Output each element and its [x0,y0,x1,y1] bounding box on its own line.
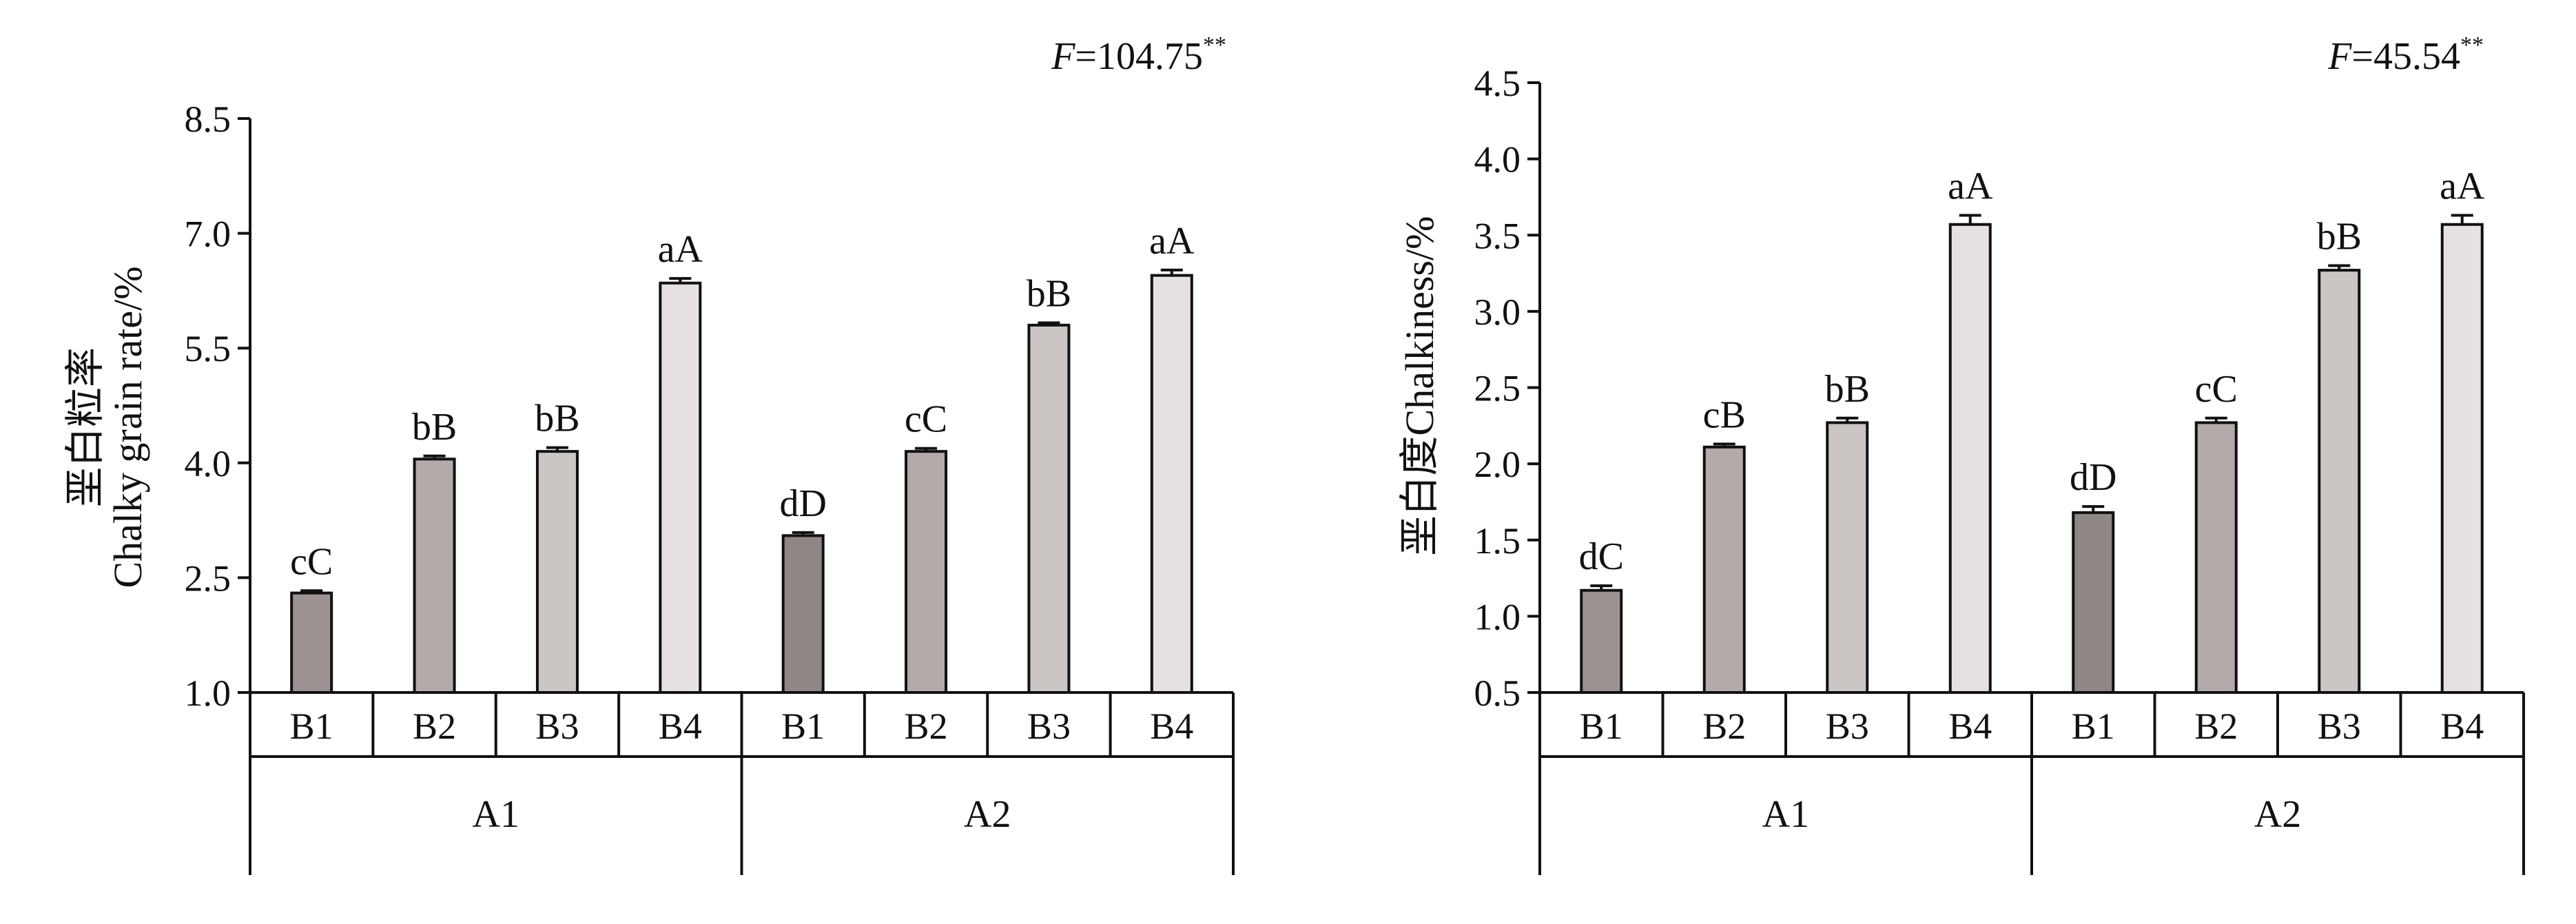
y-tick-label: 2.5 [185,557,231,599]
significance-letter: bB [1825,368,1870,411]
category-label: B4 [2440,706,2484,747]
category-label: B3 [1027,706,1071,747]
bars: dC cB bB aA dD cC bB aA [1579,165,2485,695]
x-axis-categories: B1 B2 B3 B4 B1 B2 B3 B4 A1 A2 [1580,706,2484,836]
significance-letter: cC [905,398,947,441]
y-tick-label: 2.0 [1474,444,1521,485]
f-statistic: F=104.75** [1051,32,1226,78]
bar [535,450,579,694]
x-axis-categories: B1 B2 B3 B4 B1 B2 B3 B4 A1 A2 [290,706,1194,836]
axes [1538,83,2525,875]
significance-letter: bB [2317,216,2362,258]
significance-letter: bB [412,406,457,449]
group-label: A1 [1762,793,1809,836]
bar [290,591,333,695]
category-label: B3 [2318,706,2361,747]
significance-letter: dD [779,482,826,525]
bar [2440,223,2484,694]
category-label: B2 [413,706,456,747]
f-statistic: F=45.54** [2327,32,2484,78]
y-tick-label: 5.5 [185,328,231,369]
bars: cC bB bB aA dD cC bB aA [290,220,1195,695]
significance-letter: bB [535,398,579,440]
bar [1027,323,1071,694]
bar [2318,269,2361,694]
svg-text:垩白度Chalkiness/%: 垩白度Chalkiness/% [1397,216,1442,556]
bar [1150,274,1193,695]
bar [905,450,948,694]
significance-letter: cC [2195,368,2238,411]
category-label: B1 [781,706,825,747]
category-label: B1 [1580,706,1623,747]
chalky-grain-rate-chart: F=104.75** 垩白粒率 Chalky grain rate/% 1.0 2… [63,32,1235,875]
y-axis-title: 垩白度Chalkiness/% [1397,216,1442,556]
group-label: A1 [473,793,519,836]
y-tick-label: 0.5 [1474,673,1521,714]
chalkiness-chart: F=45.54** 垩白度Chalkiness/% 0.5 1.0 1.5 2.0 2.… [1397,32,2525,875]
bar [1702,445,1746,694]
significance-letter: cB [1703,393,1746,436]
bar [1826,421,1869,694]
significance-letter: cC [290,540,333,583]
group-label: A2 [964,793,1011,836]
bar [2072,511,2115,694]
group-label: A2 [2254,793,2301,836]
y-tick-label: 4.0 [185,443,231,484]
axes [249,119,1235,875]
y-tick-label: 3.0 [1474,291,1521,333]
y-tick-label: 4.5 [1474,63,1521,104]
significance-letter: aA [658,228,703,271]
y-axis-title-en: Chalkiness/% [1397,216,1442,436]
bar [659,281,702,694]
significance-letter: dC [1579,535,1624,578]
category-label: B4 [1150,706,1193,747]
category-label: B4 [659,706,702,747]
bar [1580,588,1623,695]
bar [1948,223,1992,694]
y-tick-label: 1.0 [1474,596,1521,637]
y-tick-label: 1.5 [1474,520,1521,562]
significance-letter: aA [2440,165,2485,207]
bar [413,458,456,694]
y-axis-ticks: 1.0 2.5 4.0 5.5 7.0 8.5 [185,99,250,714]
category-label: B2 [2194,706,2238,747]
y-tick-label: 4.0 [1474,139,1521,181]
bar [781,534,825,695]
y-tick-label: 8.5 [185,99,231,140]
y-axis-title: 垩白粒率 Chalky grain rate/% [63,266,150,588]
significance-letter: aA [1149,220,1195,263]
category-label: B2 [1702,706,1746,747]
significance-letter: bB [1027,273,1071,316]
y-tick-label: 3.5 [1474,215,1521,256]
y-tick-label: 7.0 [185,214,231,255]
category-label: B2 [905,706,948,747]
category-label: B3 [535,706,579,747]
y-axis-title-en: Chalky grain rate/% [105,266,150,588]
y-axis-title-cn: 垩白粒率 [63,347,107,507]
category-label: B3 [1826,706,1869,747]
y-axis-ticks: 0.5 1.0 1.5 2.0 2.5 3.0 3.5 4.0 4.5 [1474,63,1540,714]
y-tick-label: 1.0 [185,673,231,714]
category-label: B1 [290,706,333,747]
y-tick-label: 2.5 [1474,368,1521,409]
significance-letter: dD [2070,456,2116,499]
category-label: B4 [1948,706,1992,747]
significance-letter: aA [1948,165,1993,207]
bar [2194,421,2238,694]
y-axis-title-cn: 垩白度 [1397,435,1442,555]
category-label: B1 [2072,706,2115,747]
